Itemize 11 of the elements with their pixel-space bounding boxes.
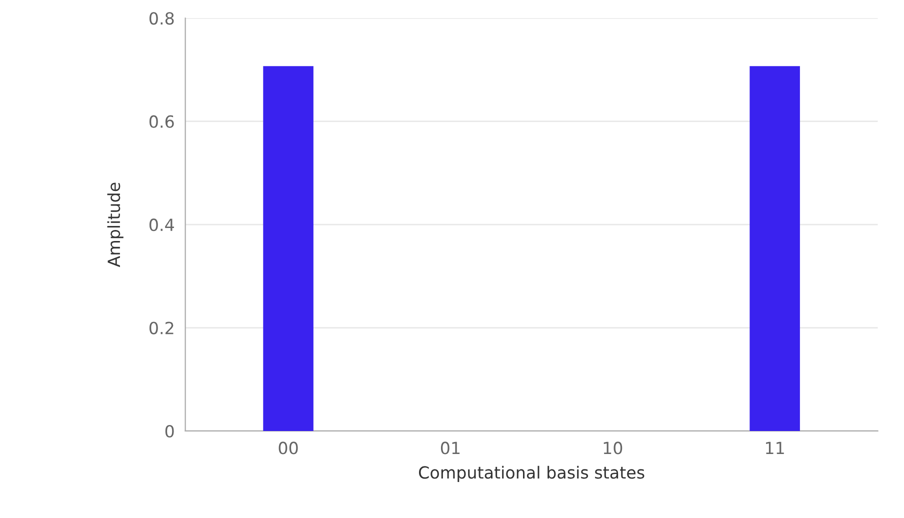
x-tick-label: 11 xyxy=(766,442,784,454)
y-tick-label: 0.2 xyxy=(149,322,174,334)
y-tick-label: 0 xyxy=(165,424,174,438)
x-tick-label: 10 xyxy=(604,442,622,454)
x-tick-label: 00 xyxy=(278,442,298,454)
y-axis-title: Amplitude xyxy=(107,182,124,268)
x-axis-title: Computational basis states xyxy=(418,466,644,482)
x-tick-label: 01 xyxy=(440,442,460,454)
y-tick-label: 0.4 xyxy=(149,218,174,232)
y-tick-label: 0.8 xyxy=(149,12,174,25)
y-tick-label: 0.6 xyxy=(149,115,174,128)
